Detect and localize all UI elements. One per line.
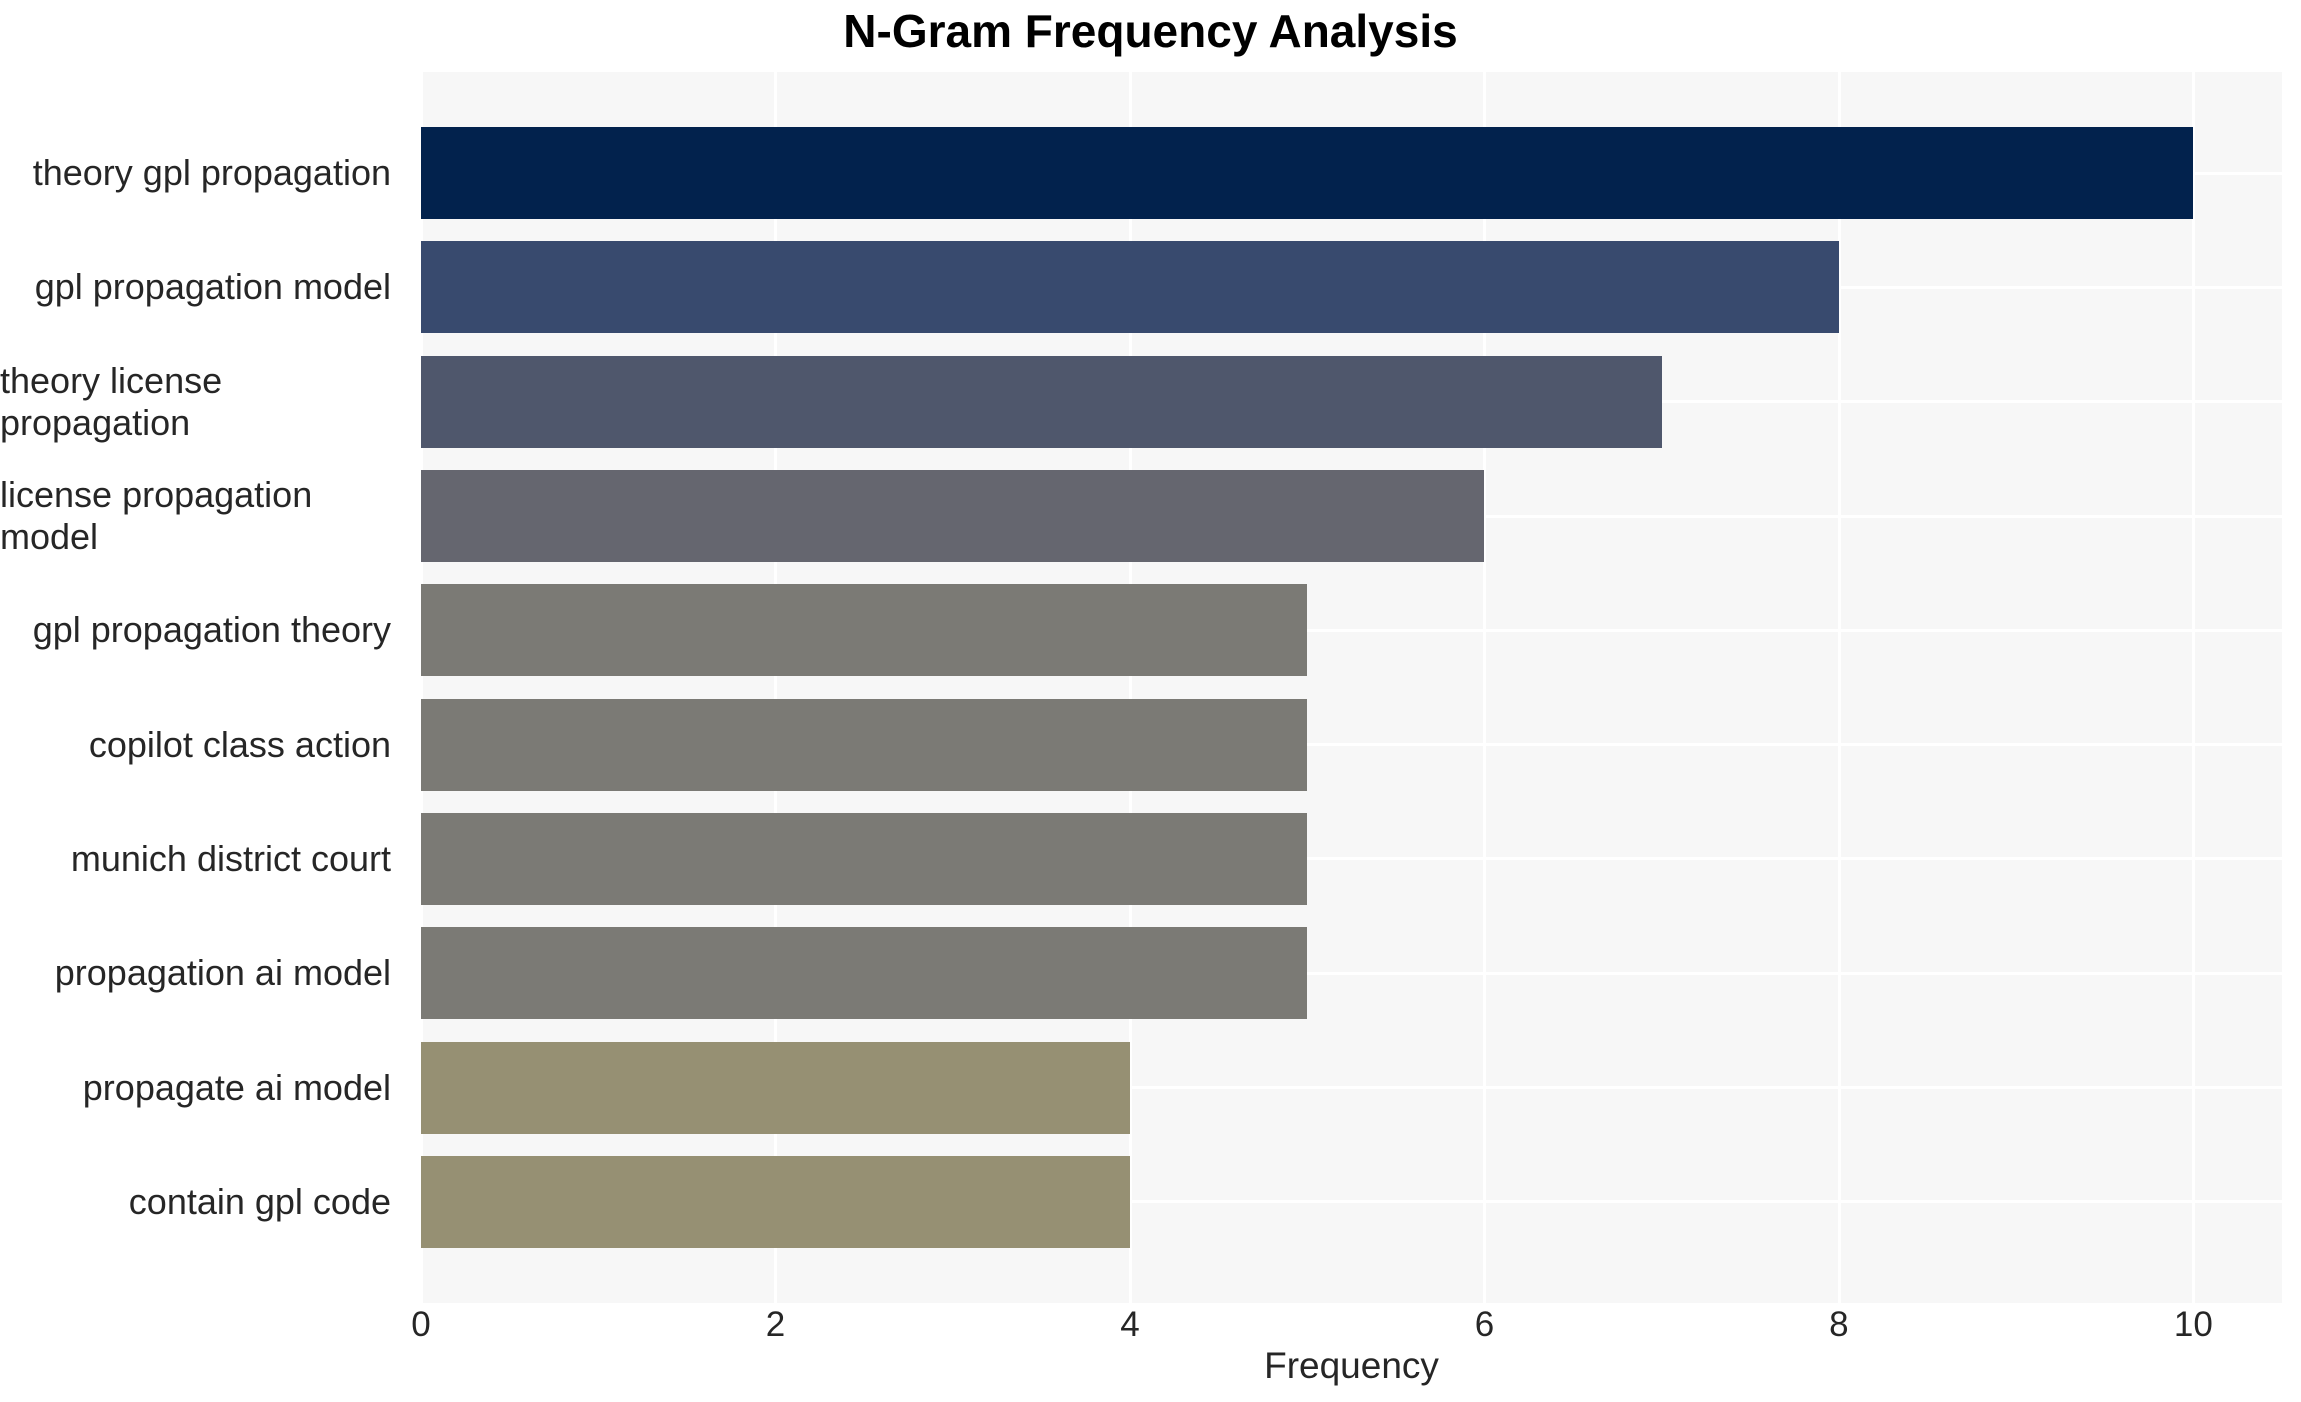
bar-theory-gpl-propagation xyxy=(421,127,2194,220)
y-gridline xyxy=(421,1086,2282,1090)
x-gridline xyxy=(774,72,778,1303)
y-tick-label: contain gpl code xyxy=(128,1180,391,1222)
bar-gpl-propagation-model xyxy=(421,241,1839,334)
bar-propagation-ai-model xyxy=(421,927,1308,1020)
bar-propagate-ai-model xyxy=(421,1041,1130,1134)
y-tick-label: theory gpl propagation xyxy=(32,152,391,194)
x-tick-label: 10 xyxy=(2173,1305,2213,1344)
y-gridline xyxy=(421,1200,2282,1204)
chart-title: N-Gram Frequency Analysis xyxy=(843,5,1458,57)
bar-contain-gpl-code xyxy=(421,1155,1130,1248)
bar-license-propagation-model xyxy=(421,470,1485,563)
y-gridline xyxy=(421,628,2282,632)
x-tick-label: 8 xyxy=(1829,1305,1849,1344)
x-axis-label: Frequency xyxy=(1264,1345,1439,1386)
x-gridline xyxy=(1483,72,1487,1303)
y-gridline xyxy=(421,971,2282,975)
x-gridline xyxy=(420,72,423,1303)
x-axis-ticks: 0 2 4 6 8 10 xyxy=(411,1303,2282,1347)
plot-area xyxy=(420,72,2282,1303)
bar-gpl-propagation-theory xyxy=(421,584,1308,677)
y-tick-label: propagation ai model xyxy=(54,952,391,994)
x-tick-label: 4 xyxy=(1120,1305,1140,1344)
x-tick-label: 6 xyxy=(1474,1305,1495,1344)
y-tick-label: propagate ai model xyxy=(82,1066,391,1108)
y-tick-label: license propagation model xyxy=(0,474,313,558)
x-tick-label: 0 xyxy=(411,1305,431,1344)
y-gridline xyxy=(421,743,2282,747)
x-tick-label: 2 xyxy=(765,1305,786,1344)
x-gridline xyxy=(1837,72,1841,1303)
y-tick-label: theory license propagation xyxy=(0,359,223,443)
y-tick-label: gpl propagation model xyxy=(34,266,391,308)
bar-copilot-class-action xyxy=(421,698,1308,791)
bar-theory-license-propagation xyxy=(421,355,1662,448)
y-tick-label: copilot class action xyxy=(88,723,391,765)
y-axis-labels: theory gpl propagation gpl propagation mo… xyxy=(0,72,406,1303)
bar-munich-district-court xyxy=(421,812,1308,905)
y-tick-label: munich district court xyxy=(70,837,391,879)
x-gridline xyxy=(1128,72,1132,1303)
x-gridline xyxy=(2192,72,2196,1303)
y-gridline xyxy=(421,857,2282,861)
y-tick-label: gpl propagation theory xyxy=(32,609,391,651)
